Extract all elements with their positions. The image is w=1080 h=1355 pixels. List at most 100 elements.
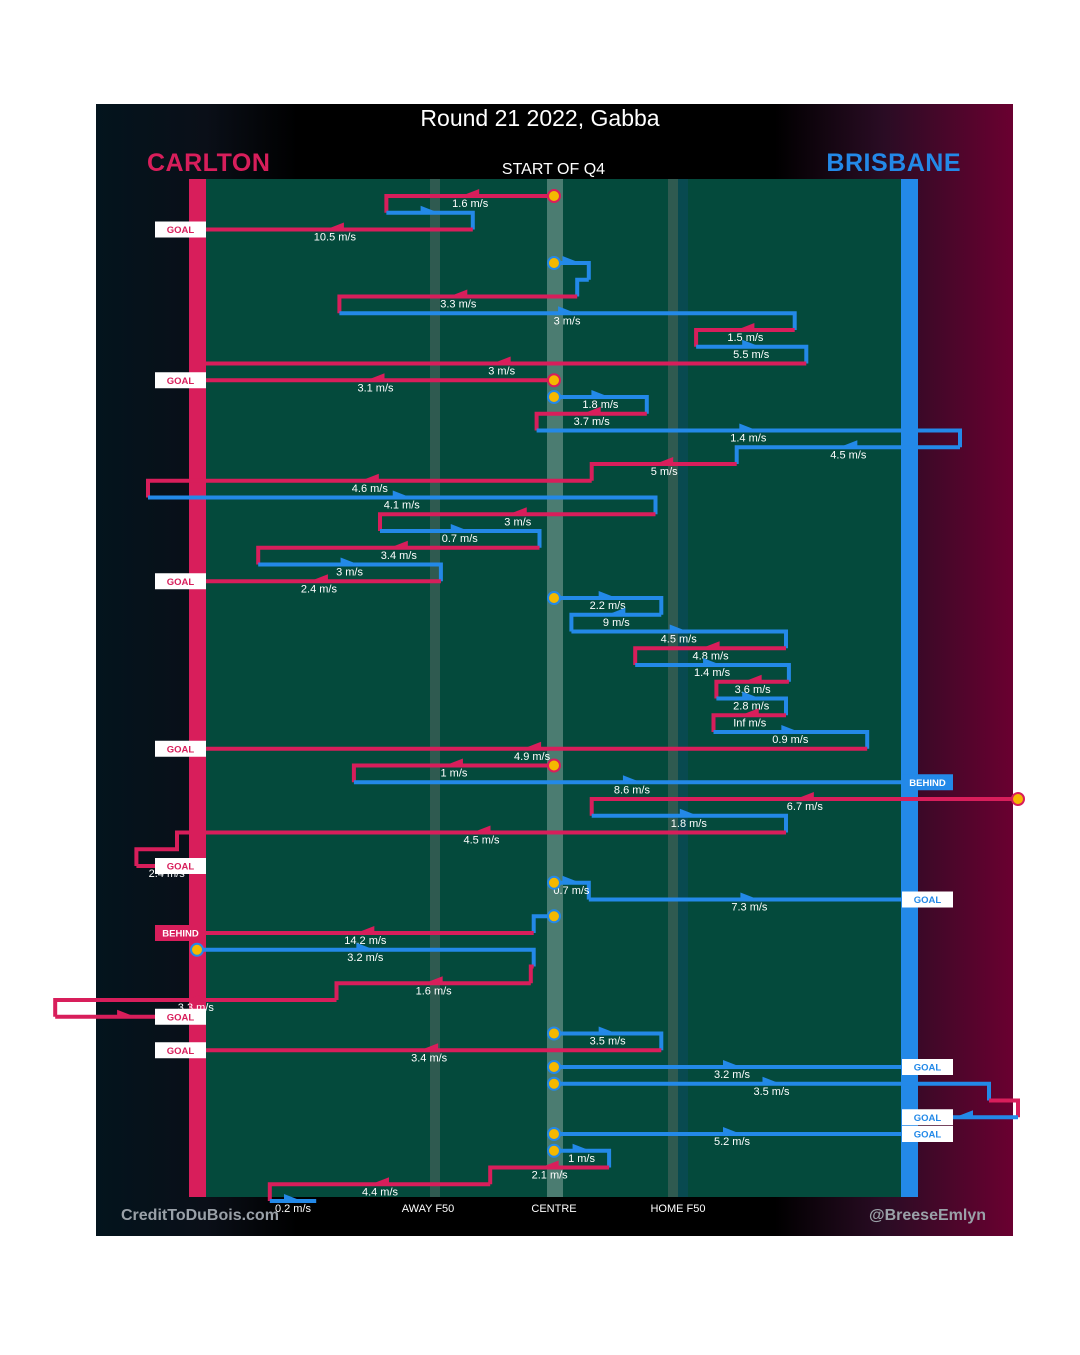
outcome-tag [155, 925, 206, 941]
brisbane-direction-arrow [955, 1110, 973, 1118]
carlton-kick-path [384, 194, 554, 213]
speed-label: 1.4 m/s [730, 433, 767, 445]
carlton-direction-arrow [736, 323, 755, 330]
speed-label: 1.4 m/s [694, 667, 731, 679]
brisbane-kick-path [696, 344, 809, 364]
brisbane-direction-arrow [558, 306, 577, 314]
brisbane-direction-arrow [562, 256, 581, 263]
speed-label: 5.5 m/s [733, 349, 770, 361]
outcome-label: GOAL [167, 577, 195, 588]
carlton-kick-path [351, 763, 554, 783]
chain-start-marker [547, 591, 561, 605]
brisbane-direction-arrow [762, 1076, 781, 1084]
brisbane-direction-arrow [572, 1143, 591, 1151]
brisbane-kick-path [571, 629, 788, 649]
speed-label: 0.7 m/s [442, 533, 479, 545]
brisbane-kick-path [380, 529, 542, 548]
outcome-tag [902, 1109, 953, 1126]
carlton-kick-path [989, 1098, 1020, 1118]
carlton-direction-arrow [523, 741, 542, 749]
carlton-direction-arrow [461, 189, 480, 196]
brisbane-kick-path [734, 445, 960, 464]
carlton-kick-path [488, 1165, 610, 1185]
brisbane-kick-path [554, 395, 649, 414]
speed-label: 4.8 m/s [693, 650, 730, 662]
carlton-direction-arrow [444, 758, 463, 766]
outcome-label: GOAL [167, 1012, 195, 1023]
speed-label: 3.5 m/s [753, 1086, 790, 1098]
brisbane-direction-arrow [284, 1194, 302, 1201]
carlton-kick-path [714, 679, 789, 699]
brisbane-kick-path [554, 596, 664, 615]
brisbane-direction-arrow [598, 1026, 617, 1034]
brisbane-direction-arrow [723, 1060, 741, 1067]
speed-label: 3.1 m/s [357, 382, 394, 394]
carlton-direction-arrow [582, 406, 601, 414]
brisbane-kick-path [591, 813, 788, 833]
credit-twitter: @BreeseEmlyn [869, 1207, 986, 1224]
brisbane-direction-arrow [723, 1127, 741, 1134]
carlton-direction-arrow [472, 825, 491, 833]
brisbane-team-label: BRISBANE [826, 149, 961, 177]
carlton-direction-arrow [389, 540, 408, 548]
speed-label: 1 m/s [568, 1153, 595, 1165]
outcome-label: GOAL [167, 225, 195, 236]
carlton-kick-path [146, 478, 592, 498]
outcome-label: GOAL [914, 895, 942, 906]
brisbane-kick-path [635, 663, 791, 682]
speed-label: 1.6 m/s [416, 985, 453, 997]
carlton-direction-arrow [449, 289, 468, 297]
outcome-tag [902, 1126, 953, 1142]
speed-label: 3.2 m/s [347, 952, 384, 964]
speed-label: 4.5 m/s [463, 835, 500, 847]
outcome-tag [155, 858, 206, 874]
speed-label: 0.9 m/s [772, 734, 809, 746]
brisbane-direction-arrow [742, 339, 761, 347]
zone-label: HOME F50 [650, 1203, 705, 1215]
brisbane-direction-arrow [781, 725, 800, 732]
brisbane-direction-arrow [703, 658, 722, 665]
outcome-tag [902, 1059, 953, 1075]
carlton-direction-arrow [420, 1043, 439, 1051]
chain-start-marker [547, 909, 561, 924]
chain-start-marker [1011, 792, 1025, 806]
speed-label: 9 m/s [603, 617, 630, 629]
brisbane-direction-arrow [742, 691, 761, 699]
brisbane-kick-path [197, 947, 536, 967]
speed-label: 1 m/s [440, 768, 467, 780]
outcome-label: GOAL [914, 1113, 942, 1124]
speed-label: 5.2 m/s [714, 1136, 751, 1148]
outcome-label: BEHIND [909, 778, 946, 789]
speed-label: 4.9 m/s [514, 751, 551, 763]
speed-label: 8.6 m/s [614, 784, 651, 796]
speed-label: 0.2 m/s [275, 1203, 312, 1215]
outcome-tag [155, 1042, 206, 1059]
speed-label: 0.7 m/s [553, 885, 590, 897]
speed-label: 3.6 m/s [735, 684, 772, 696]
speed-label: 4.6 m/s [352, 483, 389, 495]
carlton-kick-path [378, 512, 656, 531]
speed-label: 1.5 m/s [727, 332, 764, 344]
brisbane-direction-arrow [450, 524, 469, 531]
carlton-direction-arrow [743, 674, 762, 682]
carlton-direction-arrow [701, 641, 720, 649]
brisbane-direction-arrow [420, 205, 439, 213]
outcome-tag [902, 891, 953, 908]
carlton-goal-line [189, 179, 206, 1197]
brisbane-goal-line [901, 179, 918, 1197]
brisbane-kick-path [554, 1081, 991, 1101]
brisbane-direction-arrow [607, 607, 626, 615]
brisbane-kick-path [716, 696, 788, 716]
carlton-direction-arrow [740, 708, 759, 716]
speed-label: 3.2 m/s [714, 1069, 751, 1081]
chain-start-marker [547, 256, 561, 270]
carlton-kick-path [337, 294, 578, 314]
carlton-direction-arrow [424, 976, 443, 984]
zone-label: CENTRE [531, 1203, 576, 1215]
speed-label: 3 m/s [488, 366, 515, 378]
carlton-direction-arrow [540, 1160, 559, 1168]
brisbane-direction-arrow [622, 775, 641, 783]
centre-line [547, 179, 563, 1197]
chain-start-marker [547, 390, 561, 404]
chain-start-marker [547, 875, 561, 890]
